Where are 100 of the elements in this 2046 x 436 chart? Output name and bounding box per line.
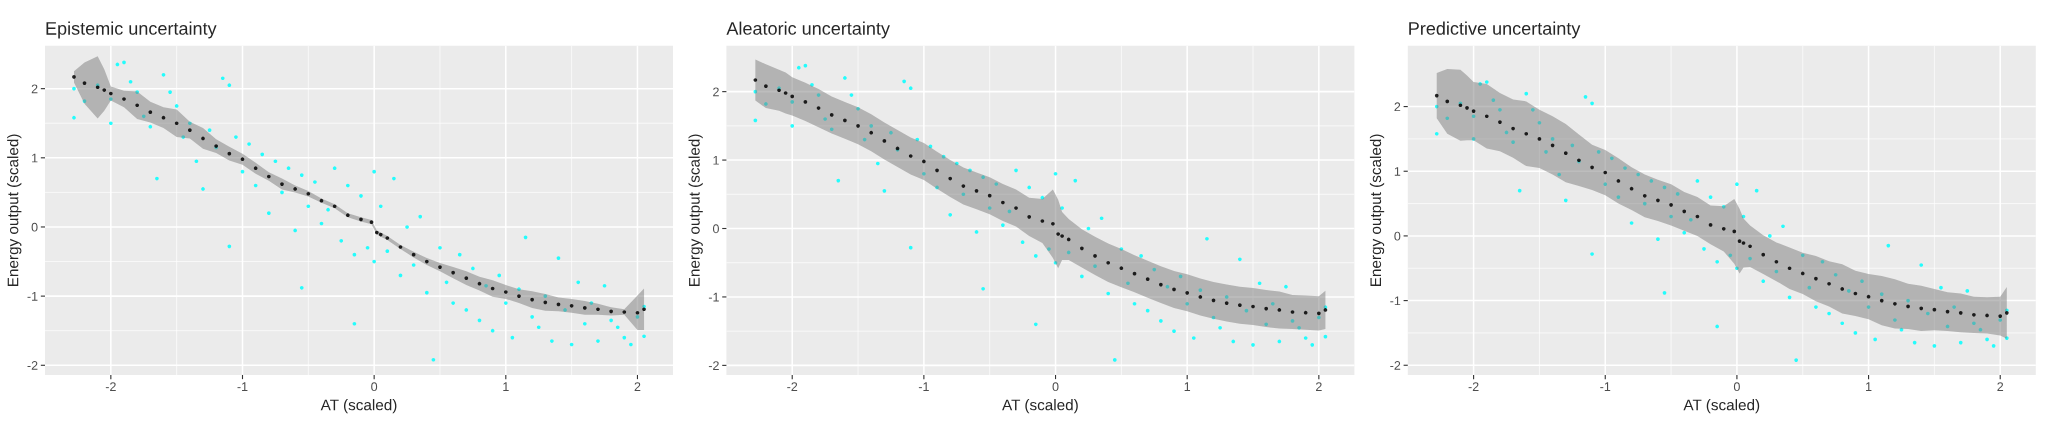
- point: [1629, 186, 1634, 191]
- point: [1317, 311, 1321, 316]
- point: [1800, 271, 1805, 276]
- point: [398, 245, 403, 249]
- point: [1066, 237, 1071, 242]
- point: [635, 310, 640, 315]
- point: [1040, 219, 1045, 223]
- y-tick-label: 2: [31, 84, 38, 94]
- point: [122, 97, 126, 101]
- x-tick-label: 0: [371, 382, 378, 392]
- point: [174, 121, 179, 126]
- point: [306, 191, 311, 196]
- point: [1238, 303, 1242, 307]
- y-tick-label: 2: [713, 87, 719, 97]
- point: [72, 75, 76, 79]
- x-tick-label: -1: [918, 382, 929, 391]
- chart-title: Predictive uncertainty: [1409, 21, 1581, 39]
- x-tick-label: 1: [503, 382, 509, 391]
- point: [1224, 301, 1229, 305]
- point: [1145, 277, 1150, 281]
- y-tick-label: 1: [1394, 167, 1401, 176]
- point: [790, 94, 795, 99]
- point: [1290, 310, 1295, 314]
- point: [764, 84, 768, 88]
- x-axis-title: AT (scaled): [1002, 399, 1078, 414]
- point: [240, 157, 245, 162]
- point: [856, 124, 860, 128]
- point: [1080, 246, 1084, 251]
- x-tick-label: 2: [634, 382, 641, 391]
- point: [1434, 93, 1439, 98]
- y-tick-label: -2: [708, 361, 719, 370]
- point: [1119, 266, 1124, 271]
- x-tick-label: -2: [787, 382, 798, 391]
- point: [359, 217, 363, 222]
- point: [293, 187, 297, 191]
- y-tick-label: -2: [27, 361, 38, 370]
- point: [987, 193, 992, 198]
- point: [1893, 301, 1897, 306]
- point: [1498, 120, 1502, 124]
- point: [530, 297, 534, 302]
- point: [280, 182, 284, 186]
- x-tick-label: 2: [1997, 382, 2004, 391]
- point: [385, 236, 390, 240]
- point: [1185, 291, 1190, 295]
- point: [161, 115, 166, 120]
- x-tick-label: -1: [237, 382, 248, 391]
- point: [188, 128, 192, 132]
- point: [1840, 287, 1845, 291]
- point: [1748, 244, 1752, 249]
- chart-title: Aleatoric uncertainty: [726, 21, 890, 39]
- point: [1787, 266, 1792, 271]
- y-tick-label: -1: [27, 292, 38, 301]
- point: [816, 106, 821, 110]
- point: [1998, 314, 2003, 318]
- point: [1682, 209, 1687, 214]
- point: [803, 100, 808, 104]
- point: [369, 220, 374, 224]
- point: [201, 136, 205, 141]
- point: [1524, 131, 1529, 136]
- y-axis-title: Energy output (scaled): [7, 134, 22, 286]
- point: [582, 306, 587, 310]
- point: [922, 159, 926, 164]
- x-tick-label: 1: [1866, 382, 1872, 391]
- point: [935, 168, 939, 173]
- point: [1264, 306, 1269, 311]
- point: [1732, 229, 1737, 234]
- point: [948, 176, 953, 181]
- y-tick-label: -1: [1390, 296, 1401, 306]
- point: [1511, 126, 1515, 131]
- chart-title: Epistemic uncertainty: [46, 21, 217, 39]
- point: [1879, 298, 1884, 303]
- point: [1656, 198, 1660, 203]
- point: [82, 81, 87, 85]
- point: [266, 174, 271, 179]
- x-tick-label: 2: [1316, 382, 1322, 391]
- point: [1471, 109, 1476, 113]
- y-tick-label: -1: [708, 292, 719, 302]
- point: [961, 184, 966, 188]
- point: [1484, 114, 1489, 119]
- point: [1761, 252, 1766, 257]
- point: [109, 91, 113, 96]
- point: [374, 230, 379, 235]
- point: [1590, 165, 1594, 170]
- point: [753, 78, 758, 82]
- point: [596, 307, 600, 312]
- point: [424, 259, 429, 264]
- point: [1563, 151, 1568, 155]
- x-tick-label: 0: [1052, 382, 1059, 392]
- point: [1106, 260, 1111, 265]
- y-axis-title: Energy output (scaled): [688, 134, 703, 286]
- x-tick-label: 0: [1733, 382, 1740, 392]
- point: [1251, 304, 1255, 309]
- point: [908, 154, 913, 158]
- y-tick-label: 2: [1394, 102, 1401, 112]
- point: [464, 276, 469, 280]
- point: [1172, 287, 1176, 292]
- point: [135, 103, 140, 108]
- point: [1537, 137, 1542, 141]
- point: [1027, 215, 1032, 219]
- point: [438, 265, 442, 269]
